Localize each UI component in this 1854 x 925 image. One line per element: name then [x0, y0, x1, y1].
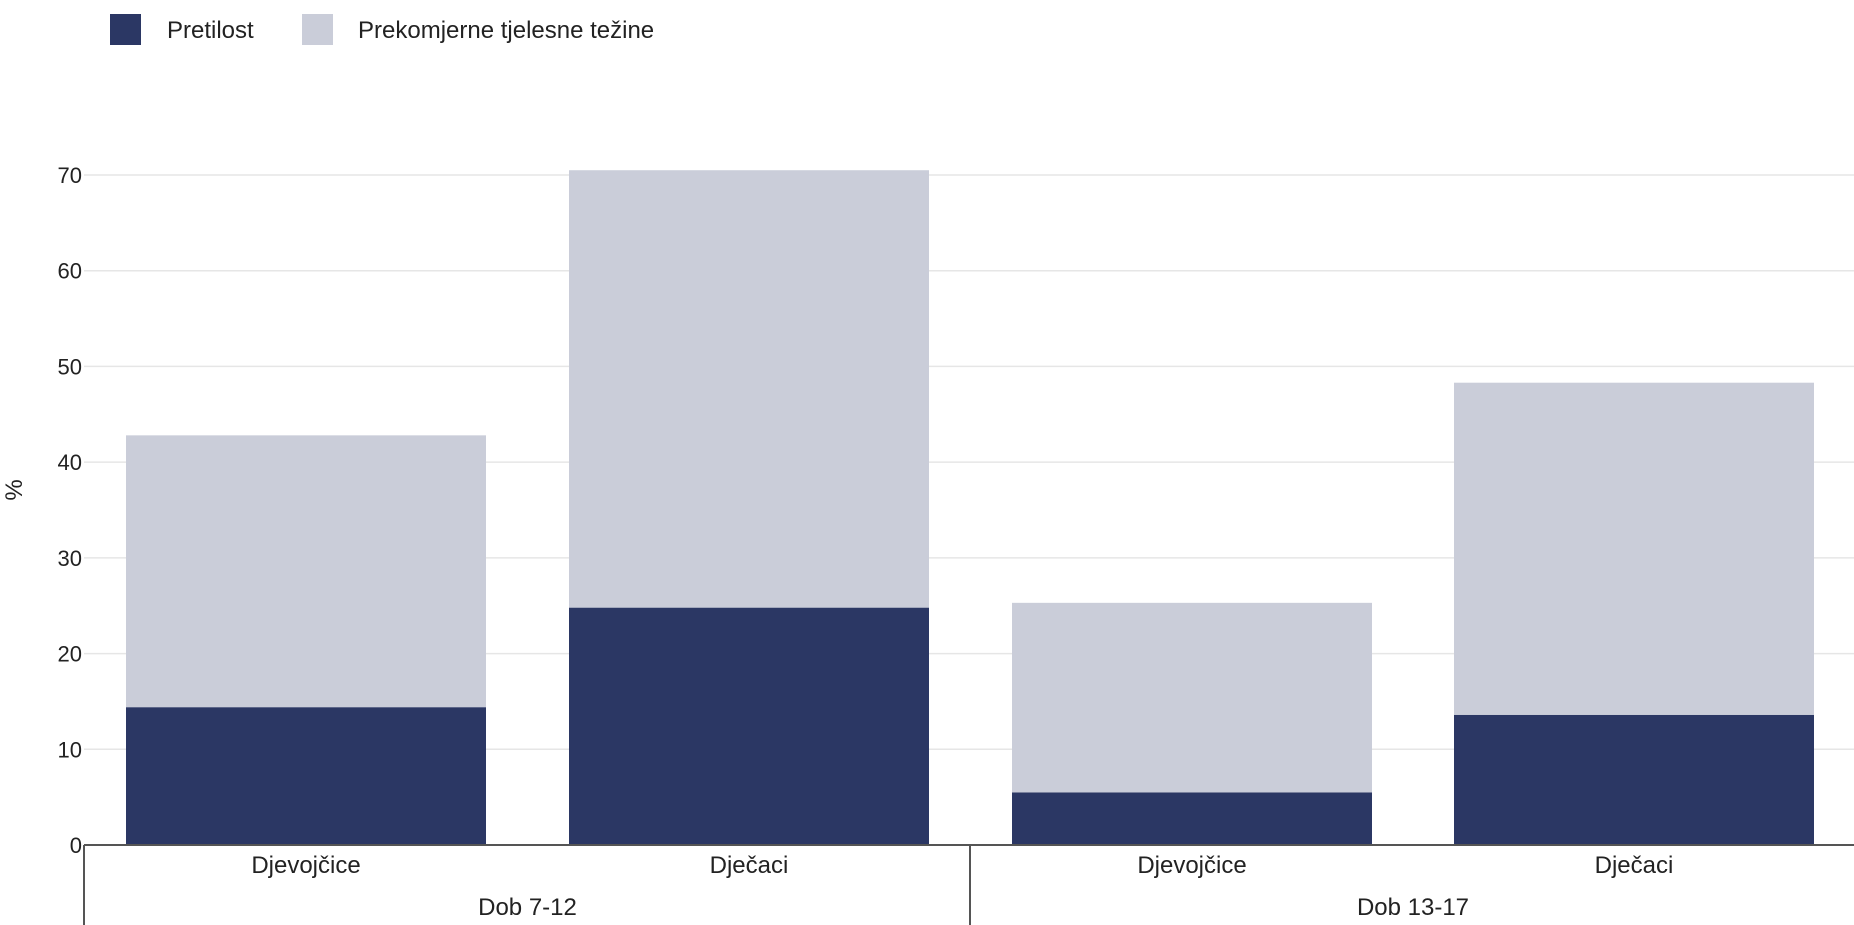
bar-segment	[569, 607, 929, 845]
y-axis-ticks: 0 10 20 30 40 50 60 70	[58, 163, 82, 858]
category-label: Dječaci	[1595, 852, 1674, 879]
legend-label: Pretilost	[167, 17, 254, 44]
y-tick-label: 20	[58, 642, 82, 667]
y-tick-label: 40	[58, 450, 82, 475]
bar-segment	[1012, 792, 1372, 845]
bar-segment	[1012, 602, 1372, 793]
category-label: Djevojčice	[1137, 852, 1246, 879]
group-label: Dob 7-12	[478, 894, 577, 921]
y-tick-label: 30	[58, 546, 82, 571]
legend-swatch	[302, 14, 333, 45]
y-tick-label: 10	[58, 737, 82, 762]
y-axis-title: %	[1, 479, 28, 500]
bar-segment	[126, 707, 486, 845]
y-tick-label: 50	[58, 354, 82, 379]
legend-swatch	[110, 14, 141, 45]
y-tick-label: 60	[58, 259, 82, 284]
y-tick-label: 0	[70, 833, 82, 858]
legend: Pretilost Prekomjerne tjelesne težine	[110, 14, 654, 45]
group-label: Dob 13-17	[1357, 894, 1469, 921]
x-axis: Djevojčice Dječaci Djevojčice Dječaci Dob 7-…	[83, 844, 1854, 925]
legend-label: Prekomjerne tjelesne težine	[358, 17, 654, 44]
bar-segment	[1454, 382, 1814, 715]
bar-segment	[569, 170, 929, 608]
bar-segment	[1454, 714, 1814, 845]
category-label: Dječaci	[710, 852, 789, 879]
y-tick-label: 70	[58, 163, 82, 188]
bar-segment	[126, 435, 486, 708]
bars	[126, 170, 1814, 845]
category-label: Djevojčice	[251, 852, 360, 879]
